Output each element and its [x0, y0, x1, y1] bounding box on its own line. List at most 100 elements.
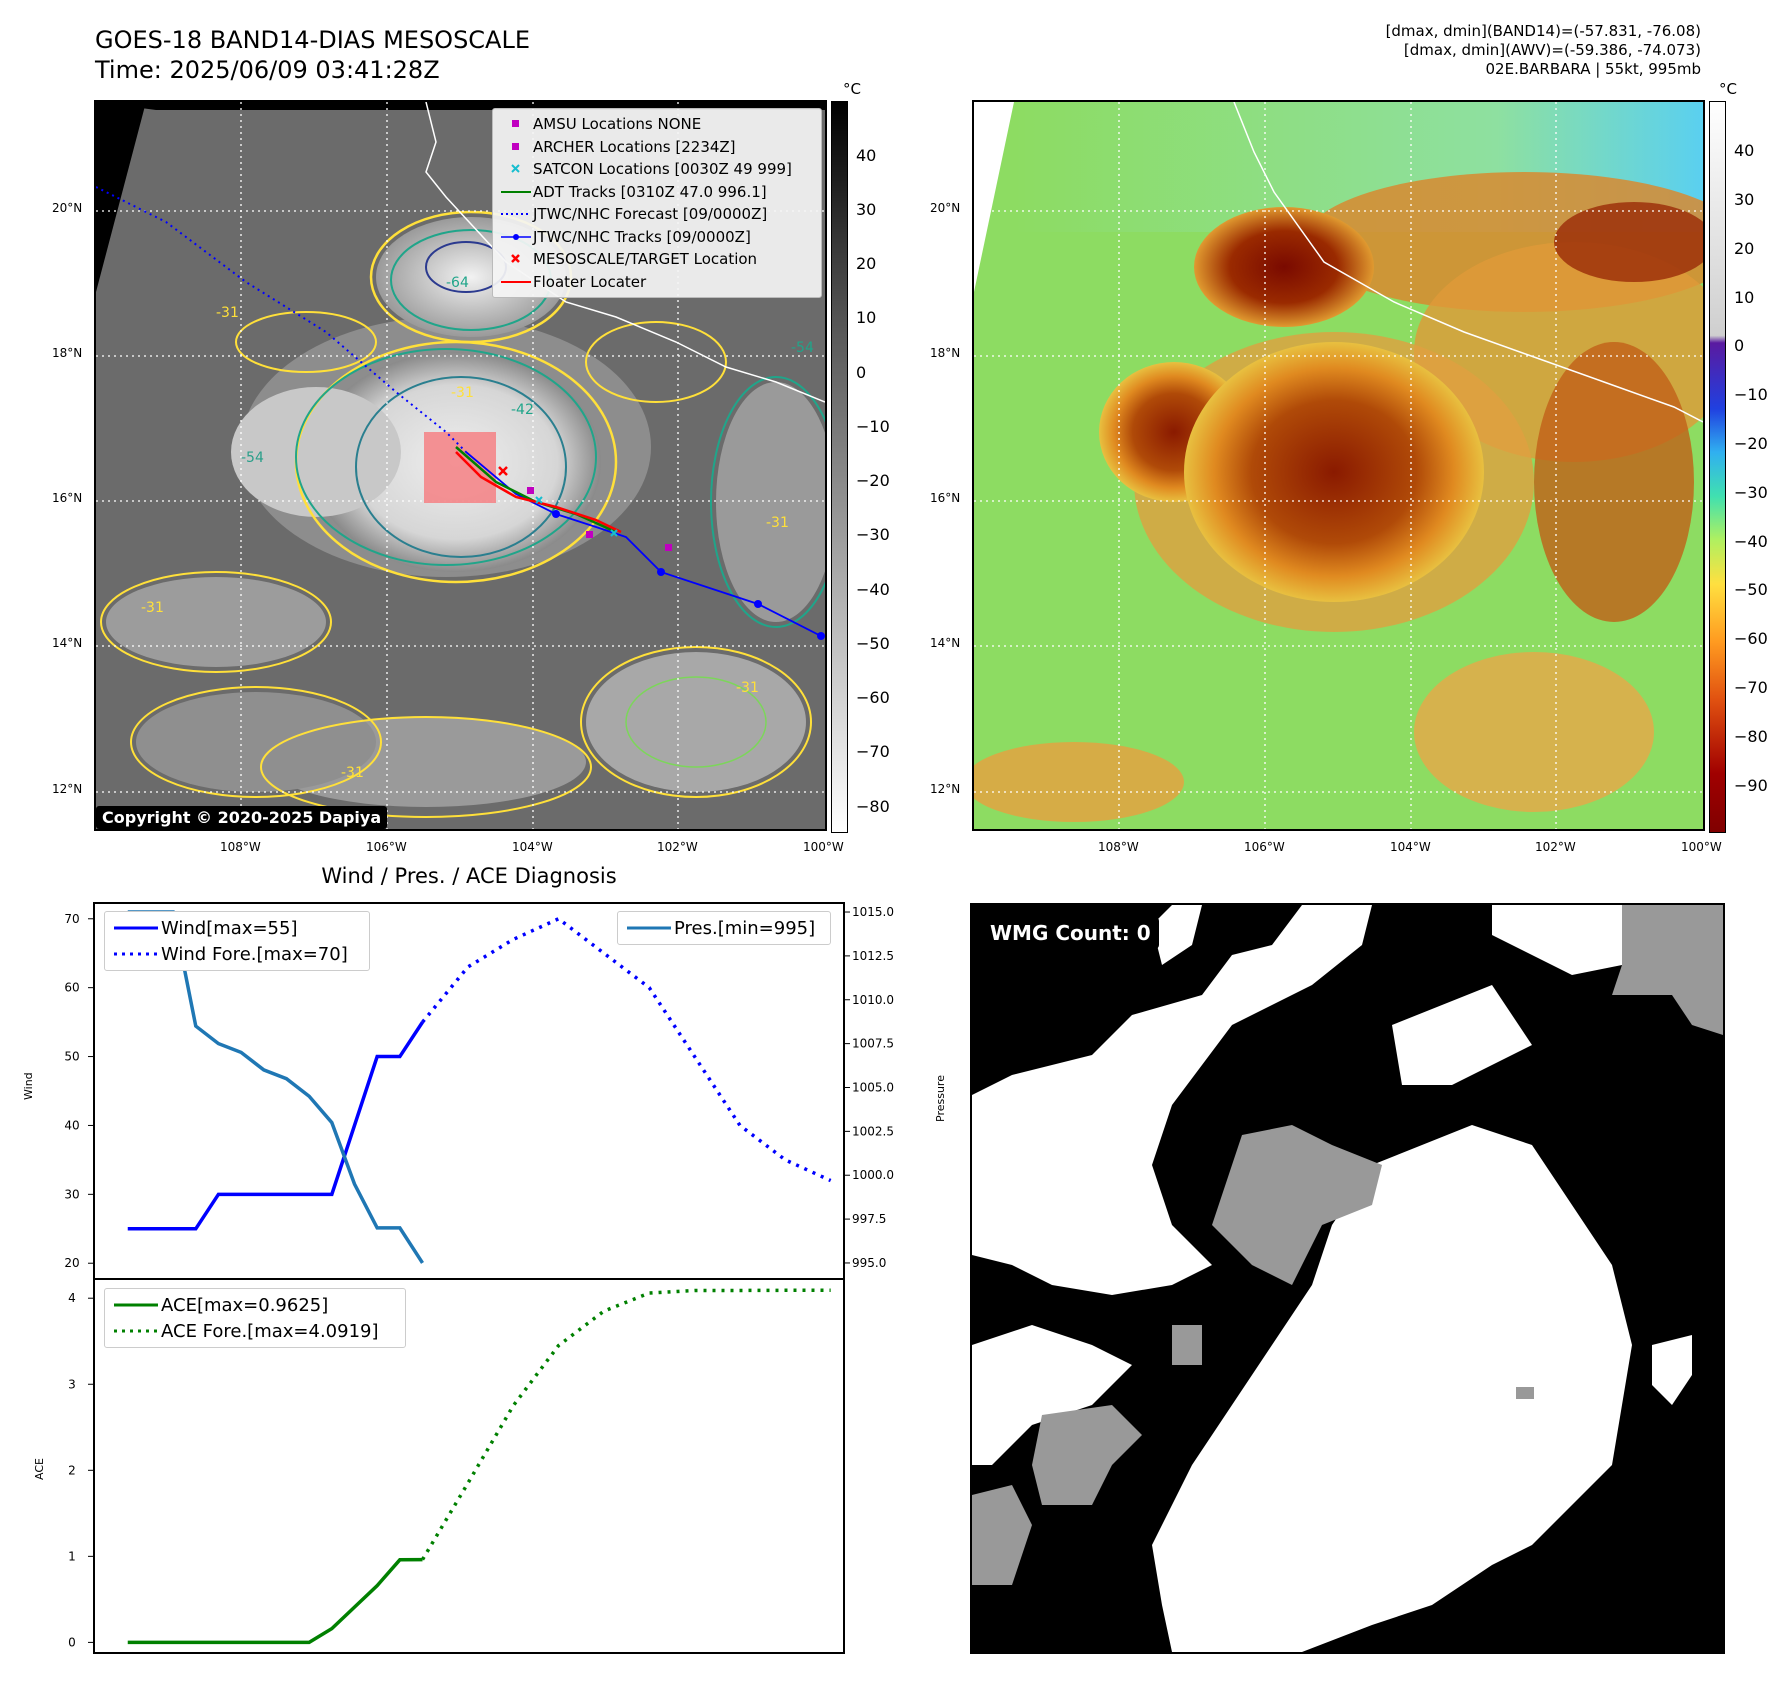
y-tick-label: 3: [68, 1377, 76, 1391]
legend-label: SATCON Locations [0030Z 49 999]: [533, 160, 792, 179]
colorbar-tick: −80: [856, 797, 890, 816]
y-tick-label: 4: [68, 1291, 76, 1305]
legend-item-pressure: Pres.[min=995]: [618, 915, 830, 941]
legend-item-archer: ARCHER Locations [2234Z]: [493, 136, 821, 159]
series-line: [127, 1021, 424, 1231]
legend-label: ADT Tracks [0310Z 47.0 996.1]: [533, 182, 767, 201]
contour-label: -31: [141, 600, 164, 616]
nhc-track: [465, 451, 822, 637]
y-right-tick-label: 995.0: [852, 1256, 886, 1270]
legend-label: Wind Fore.[max=70]: [161, 943, 348, 965]
ir-map-panel: -31 -54 -64 -42 -31 -31 -31 -31 -54 -31 …: [94, 100, 827, 831]
y-right-tick-label: 1010.0: [852, 993, 894, 1007]
solid-line-icon: [499, 189, 533, 195]
dmax-band14: [dmax, dmin](BAND14)=(-57.831, -76.08): [1385, 22, 1701, 40]
colorbar-tick: −30: [856, 525, 890, 544]
lat-label: 20°N: [52, 201, 83, 215]
contour-label: -42: [511, 402, 534, 418]
colorbar-tick: −40: [1734, 532, 1768, 551]
y-right-tick-label: 1000.0: [852, 1168, 894, 1182]
legend-item-floater: Floater Locater: [493, 271, 821, 294]
y-tick-label: 2: [68, 1463, 76, 1477]
colorbar-tick: −10: [1734, 385, 1768, 404]
contour-label: -31: [341, 765, 364, 781]
wmg-panel: WMG Count: 0: [970, 903, 1725, 1654]
colorbar-tick: 20: [1734, 239, 1755, 258]
y-tick-label: 30: [64, 1187, 79, 1201]
solid-line-icon: [111, 925, 161, 931]
legend-label: ARCHER Locations [2234Z]: [533, 137, 736, 156]
map-legend: AMSU Locations NONE ARCHER Locations [22…: [492, 108, 822, 298]
lat-label: 16°N: [52, 491, 83, 505]
y-right-tick-label: 1005.0: [852, 1080, 894, 1094]
lon-label: 108°W: [220, 840, 261, 854]
solid-line-icon: [111, 1302, 161, 1308]
solid-line-icon: [624, 925, 674, 931]
colorbar-tick: −10: [856, 417, 890, 436]
colorbar-tick: −70: [856, 742, 890, 761]
y-tick-label: 1: [68, 1549, 76, 1563]
colorbar-tick: 10: [1734, 288, 1755, 307]
contour-label: -31: [736, 680, 759, 696]
lon-label: 106°W: [366, 840, 407, 854]
colorbar-tick: −90: [1734, 776, 1768, 795]
legend-label: Wind[max=55]: [161, 917, 298, 939]
colorbar-tick: 20: [856, 254, 877, 273]
y-right-tick-label: 1002.5: [852, 1124, 894, 1138]
colorbar-tick: −60: [856, 688, 890, 707]
legend-label: ACE[max=0.9625]: [161, 1294, 329, 1316]
figure-time: Time: 2025/06/09 03:41:28Z: [95, 56, 440, 84]
legend-item-ace: ACE[max=0.9625]: [105, 1292, 405, 1318]
coastline: [425, 102, 825, 403]
lat-label: 18°N: [930, 346, 961, 360]
y-right-tick-label: 1007.5: [852, 1037, 894, 1051]
legend-item-wind: Wind[max=55]: [105, 915, 369, 941]
legend-label: JTWC/NHC Tracks [09/0000Z]: [533, 227, 751, 246]
square-marker-icon: [499, 141, 533, 153]
colorbar-tick: −50: [1734, 580, 1768, 599]
y-tick-label: 50: [64, 1050, 79, 1064]
series-line: [127, 1557, 423, 1645]
contour-label: -54: [241, 450, 264, 466]
y-right-tick-label: 1012.5: [852, 949, 894, 963]
y-tick-label: 0: [68, 1635, 76, 1649]
awv-colorbar: [1709, 101, 1726, 833]
dmax-awv: [dmax, dmin](AWV)=(-59.386, -74.073): [1403, 41, 1701, 59]
x-marker-icon: [499, 253, 533, 265]
awv-map-svg: [974, 102, 1703, 829]
lat-label: 14°N: [930, 636, 961, 650]
storm-core: [1184, 342, 1484, 602]
colorbar-tick: −80: [1734, 727, 1768, 746]
lon-label: 104°W: [1390, 840, 1431, 854]
legend-label: MESOSCALE/TARGET Location: [533, 250, 758, 269]
x-marker-icon: [499, 163, 533, 175]
contour-label: -31: [766, 515, 789, 531]
y-right-tick-label: 997.5: [852, 1212, 886, 1226]
colorbar-unit: °C: [1719, 80, 1737, 98]
colorbar-tick: −20: [1734, 434, 1768, 453]
dotted-line-icon: [111, 1328, 161, 1334]
solid-line-icon: [499, 279, 533, 285]
colorbar-tick: −60: [1734, 629, 1768, 648]
forecast-track: [96, 186, 467, 453]
storm-info: 02E.BARBARA | 55kt, 995mb: [1485, 60, 1701, 78]
lon-label: 108°W: [1098, 840, 1139, 854]
legend-label: ACE Fore.[max=4.0919]: [161, 1320, 379, 1342]
line-dot-icon: [499, 233, 533, 241]
copyright-badge: Copyright © 2020-2025 Dapiya: [96, 806, 388, 829]
pressure-legend: Pres.[min=995]: [617, 911, 831, 945]
colorbar-tick: 0: [856, 363, 867, 382]
legend-item-tracks: JTWC/NHC Tracks [09/0000Z]: [493, 226, 821, 249]
contour-label: -31: [216, 305, 239, 321]
legend-item-adt: ADT Tracks [0310Z 47.0 996.1]: [493, 181, 821, 204]
legend-item-wind-forecast: Wind Fore.[max=70]: [105, 941, 369, 967]
figure-title: GOES-18 BAND14-DIAS MESOSCALE: [95, 26, 531, 54]
y-tick-label: 20: [64, 1256, 79, 1270]
coastline: [1233, 102, 1703, 423]
legend-item-amsu: AMSU Locations NONE: [493, 113, 821, 136]
grayscale-colorbar: [831, 101, 848, 833]
legend-label: AMSU Locations NONE: [533, 115, 702, 134]
dotted-line-icon: [111, 951, 161, 957]
legend-item-mesoscale: MESOSCALE/TARGET Location: [493, 248, 821, 271]
lat-label: 12°N: [52, 782, 83, 796]
